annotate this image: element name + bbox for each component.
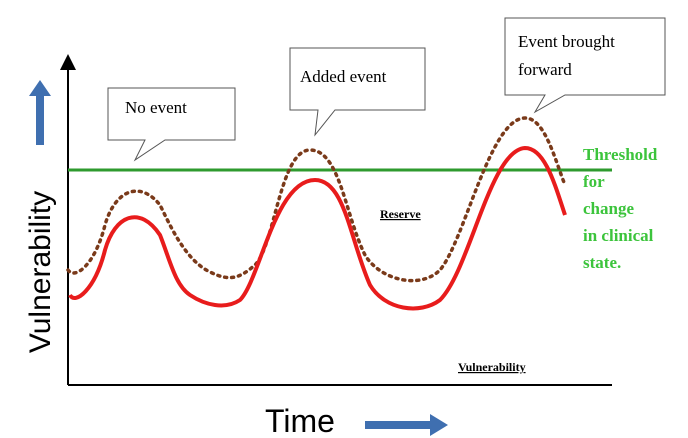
vulnerability-curve bbox=[68, 145, 567, 311]
right-arrow bbox=[365, 414, 448, 436]
callout-text: forward bbox=[518, 60, 572, 79]
callout-text: Event brought bbox=[518, 32, 615, 51]
threshold-text: for bbox=[583, 172, 605, 191]
y-axis-label: Vulnerability bbox=[24, 191, 57, 353]
up-arrow bbox=[29, 80, 51, 145]
threshold-text: change bbox=[583, 199, 634, 218]
callout-box bbox=[504, 17, 666, 114]
callout-box bbox=[289, 47, 426, 137]
threshold-text: in clinical bbox=[583, 226, 654, 245]
callout-text: Added event bbox=[300, 67, 387, 86]
callout-text: No event bbox=[125, 98, 187, 117]
x-axis-label: Time bbox=[265, 403, 335, 438]
reserve-curve bbox=[66, 116, 567, 283]
threshold-text: state. bbox=[583, 253, 621, 272]
reserve-label: Reserve bbox=[380, 207, 421, 221]
callout-box bbox=[107, 87, 236, 162]
vulnerability-label: Vulnerability bbox=[458, 360, 526, 374]
threshold-text: Threshold bbox=[583, 145, 658, 164]
